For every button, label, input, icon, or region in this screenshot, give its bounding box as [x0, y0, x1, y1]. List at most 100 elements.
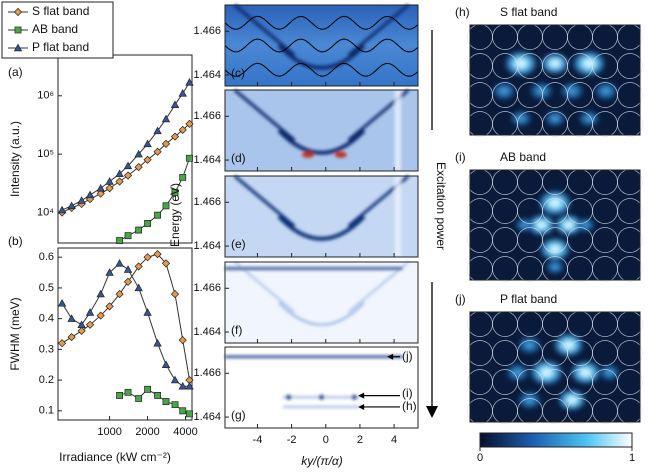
panel-label: (i) [455, 150, 466, 164]
legend-label: S flat band [32, 4, 89, 18]
marker [180, 408, 186, 414]
panel-label: (c) [231, 66, 245, 80]
y-tick-label: 10⁶ [37, 90, 54, 102]
mode-lobe [592, 80, 620, 101]
marker [171, 290, 178, 297]
mode-lobe [552, 332, 585, 358]
mode-lobe [575, 217, 597, 234]
y-tick-label: 0.1 [39, 405, 54, 417]
flat-band-spot [319, 395, 324, 400]
panel-label: (g) [231, 408, 246, 422]
x-tick-label: 4 [391, 434, 397, 446]
marker [124, 278, 131, 285]
marker [186, 411, 192, 417]
marker [154, 127, 161, 133]
y-tick-label: 0.2 [39, 374, 54, 386]
spectrum-image [225, 176, 418, 257]
x-tick-label: 1000 [97, 426, 121, 438]
y-tick-label: 0.4 [39, 313, 54, 325]
panel-label: (j) [455, 292, 466, 306]
mode-lobe [513, 217, 535, 234]
band-marker-label: (i) [402, 386, 413, 400]
colorbar-tick-label: 0 [477, 452, 483, 464]
marker [124, 266, 131, 272]
y-tick-label: 1.464 [193, 69, 221, 81]
marker [125, 233, 131, 239]
marker [162, 361, 169, 367]
band-marker-label: (j) [402, 349, 413, 363]
marker [58, 340, 65, 347]
marker [117, 392, 123, 398]
x-tick-label: -2 [287, 434, 297, 446]
marker [154, 212, 160, 218]
mode-lobe [540, 52, 570, 76]
marker [68, 202, 75, 208]
x-axis-label: ky/(π/α) [301, 454, 343, 468]
mode-lobe [558, 80, 586, 101]
x-tick-label: 2000 [135, 426, 159, 438]
mode-lobe [544, 258, 566, 275]
band-marker-label: (h) [402, 399, 417, 413]
page: {"chart_data": [ {"type": "line", "panel… [0, 0, 653, 475]
y-tick-label: 10⁴ [37, 206, 54, 218]
hot-spot [335, 152, 347, 158]
y-tick-label: 1.464 [193, 326, 221, 338]
colorbar [480, 433, 632, 447]
marker [136, 227, 142, 233]
panel-label: (f) [231, 323, 242, 337]
figure: 10⁴ 10⁵ 10⁶ (a) Intensity (a.u.) S flat band A… [0, 0, 653, 475]
colorbar-tick-label: 1 [629, 452, 635, 464]
marker [106, 178, 113, 184]
y-tick-label: 0.3 [39, 343, 54, 355]
marker [68, 315, 75, 321]
y-axis-label: Energy (eV) [168, 183, 182, 247]
marker [68, 333, 75, 340]
marker [171, 101, 178, 107]
marker [136, 395, 142, 401]
mode-lobe [490, 80, 518, 101]
y-tick-label: 10⁵ [37, 148, 54, 160]
marker [78, 321, 85, 327]
series-line [62, 254, 189, 380]
panel-label: (d) [231, 151, 246, 165]
panel-label: (e) [231, 237, 246, 251]
marker [154, 340, 161, 346]
y-tick-label: 1.466 [193, 25, 221, 37]
x-axis-label: Irradiance (kW cm⁻²) [59, 450, 171, 464]
marker [97, 185, 104, 191]
mode-lobe [538, 236, 571, 262]
y-axis-label: FWHM (meV) [8, 297, 22, 370]
marker [86, 309, 93, 315]
y-axis-label: Intensity (a.u.) [8, 121, 22, 197]
annotation: Excitation power [434, 162, 448, 250]
marker [125, 389, 131, 395]
mode-lobe [516, 389, 544, 410]
x-tick-label: 2 [357, 434, 363, 446]
marker [106, 185, 113, 192]
marker [162, 115, 169, 121]
y-tick-label: 1.464 [193, 154, 221, 166]
y-tick-label: 0.6 [39, 251, 54, 263]
y-tick-label: 1.464 [193, 411, 221, 423]
y-tick-label: 1.466 [193, 282, 221, 294]
marker [116, 178, 123, 185]
panel-label: (a) [8, 65, 23, 79]
marker [163, 399, 169, 405]
marker [180, 174, 186, 180]
spectrum-image [225, 262, 418, 343]
legend-label: P flat band [32, 40, 89, 54]
y-tick-label: 1.466 [193, 196, 221, 208]
hot-spot [302, 152, 314, 158]
panel-title: AB band [500, 150, 546, 164]
marker [78, 197, 85, 203]
marker [58, 300, 65, 306]
x-tick-label: 4000 [173, 426, 197, 438]
marker [179, 90, 186, 96]
marker [117, 238, 123, 244]
panel-title: P flat band [500, 292, 557, 306]
legend-marker [15, 27, 21, 33]
panel-label: (b) [8, 234, 23, 248]
marker [116, 260, 123, 266]
marker [58, 206, 65, 212]
marker [186, 155, 192, 161]
